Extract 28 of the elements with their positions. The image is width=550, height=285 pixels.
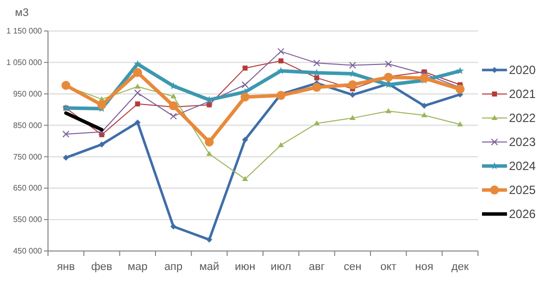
- x-tick-label: авг: [308, 261, 325, 273]
- x-tick-label: апр: [164, 261, 183, 273]
- x-tick-label: сен: [344, 261, 362, 273]
- legend-label: 2025: [509, 183, 536, 198]
- y-tick-label: 750 000: [13, 152, 43, 162]
- x-tick-label: июл: [270, 261, 292, 273]
- legend-label: 2022: [509, 111, 536, 126]
- y-axis-title: м3: [15, 7, 29, 19]
- x-tick-label: дек: [451, 261, 469, 273]
- x-tick-label: фев: [91, 261, 112, 273]
- legend-label: 2020: [509, 63, 536, 78]
- legend-label: 2024: [509, 159, 536, 174]
- legend-label: 2023: [509, 135, 536, 150]
- x-tick-label: мар: [128, 261, 148, 273]
- y-tick-label: 650 000: [13, 184, 43, 193]
- x-tick-label: май: [199, 261, 220, 273]
- y-tick-label: 450 000: [13, 246, 43, 256]
- x-tick-label: июн: [234, 261, 256, 273]
- legend-label: 2026: [509, 207, 536, 222]
- y-tick-label: 950 000: [13, 89, 43, 98]
- y-tick-label: 1 050 000: [6, 58, 43, 67]
- y-tick-label: 850 000: [13, 120, 43, 130]
- x-tick-label: янв: [56, 261, 76, 273]
- y-tick-label: 1 150 000: [6, 26, 43, 36]
- x-tick-label: окт: [380, 261, 396, 273]
- y-tick-label: 550 000: [13, 215, 43, 224]
- x-tick-label: ноя: [415, 261, 434, 273]
- legend-label: 2021: [509, 87, 536, 102]
